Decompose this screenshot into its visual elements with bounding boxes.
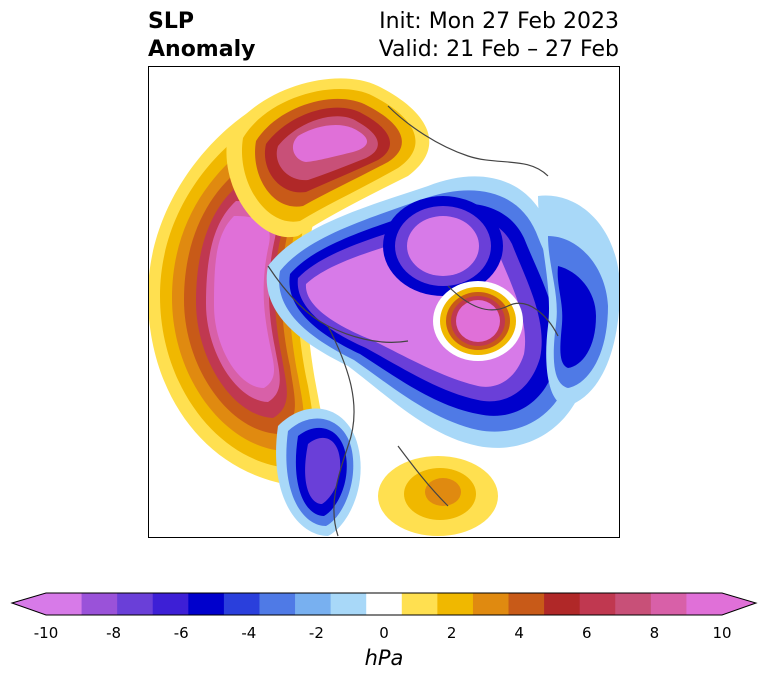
colorbar: [10, 592, 758, 616]
colorbar-tick-label: -8: [106, 624, 122, 642]
colorbar-tick-label: 4: [514, 624, 524, 642]
colorbar-tick-label: -6: [173, 624, 189, 642]
colorbar-cell: [152, 593, 189, 615]
europe-high-anomaly: [433, 281, 523, 361]
colorbar-extend-high: [722, 593, 756, 615]
colorbar-tick-label: 0: [379, 624, 389, 642]
colorbar-cell: [401, 593, 438, 615]
map-title: SLP Anomaly: [148, 8, 255, 64]
colorbar-tick-label: -2: [308, 624, 324, 642]
coastlines: [267, 105, 559, 537]
colorbar-extend-low: [12, 593, 46, 615]
colorbar-cell: [686, 593, 723, 615]
colorbar-tick-label: 10: [712, 624, 732, 642]
colorbar-cell: [508, 593, 545, 615]
slp-anomaly-map: [148, 66, 620, 538]
colorbar-tick-label: -10: [33, 624, 59, 642]
title-line-1: SLP: [148, 9, 194, 34]
colorbar-cell: [472, 593, 510, 615]
colorbar-cell: [117, 593, 154, 615]
colorbar-tick-label: 6: [582, 624, 592, 642]
date-info: Init: Mon 27 Feb 2023 Valid: 21 Feb – 27…: [379, 8, 619, 64]
siberian-high-anomaly: [226, 78, 430, 238]
colorbar-cell: [650, 593, 687, 615]
colorbar-unit: hPa: [364, 646, 404, 670]
colorbar-cell: [46, 593, 83, 615]
north-atlantic-low: [383, 196, 503, 296]
colorbar-cell: [366, 593, 403, 615]
map-border: [148, 66, 620, 538]
colorbar-cell: [223, 593, 260, 615]
colorbar-tick-label: 8: [649, 624, 660, 642]
colorbar-cell: [81, 593, 118, 615]
colorbar-cell: [259, 593, 296, 615]
colorbar-cell: [615, 593, 652, 615]
colorbar-outline: [10, 592, 758, 616]
colorbar-cell: [330, 593, 367, 615]
valid-range: Valid: 21 Feb – 27 Feb: [378, 37, 619, 62]
init-date: Init: Mon 27 Feb 2023: [379, 9, 619, 34]
colorbar-cell: [188, 593, 225, 615]
asia-low-anomaly: [538, 195, 620, 406]
colorbar-cell: [437, 593, 474, 615]
north-america-low: [276, 408, 361, 536]
colorbar-cell: [579, 593, 616, 615]
colorbar-cell: [544, 593, 581, 615]
colorbar-tick-label: -4: [241, 624, 257, 642]
title-line-2: Anomaly: [148, 37, 256, 62]
colorbar-tick-label: 2: [446, 624, 457, 642]
colorbar-cell: [295, 593, 332, 615]
